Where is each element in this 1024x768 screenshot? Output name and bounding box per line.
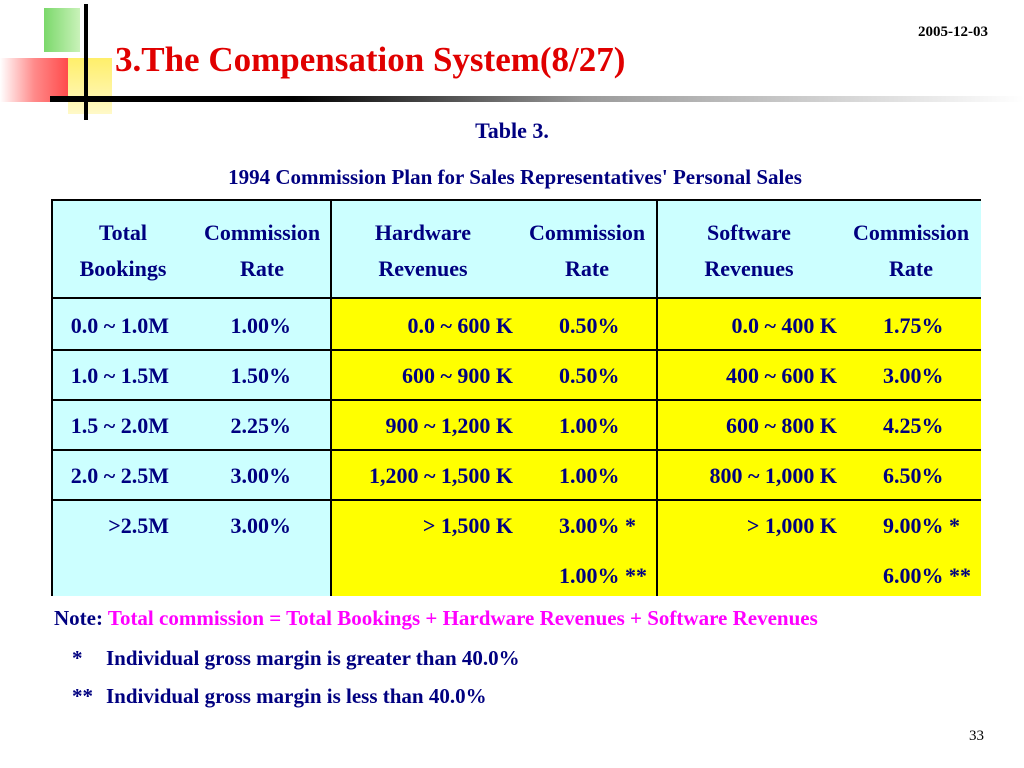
cell-software: 400 ~ 600 K — [725, 363, 837, 388]
header-divider — [53, 297, 981, 299]
cell-software: 0.0 ~ 400 K — [731, 313, 837, 338]
slide-date: 2005-12-03 — [918, 24, 988, 40]
note-formula: Total commission = Total Bookings + Hard… — [107, 606, 818, 630]
header-total-bookings: Total Bookings — [53, 215, 193, 287]
cell-bookings: 1.0 ~ 1.5M — [70, 363, 169, 388]
cell-rate1: 3.00% — [230, 463, 292, 488]
cell-rate3-secondary: 6.00% ** — [883, 563, 971, 588]
header-hardware-revenues: Hardware Revenues — [343, 215, 503, 287]
cell-rate3: 1.75% — [883, 313, 944, 338]
bookings-column-background — [53, 299, 331, 596]
header-software-revenues: Software Revenues — [669, 215, 829, 287]
footnote-2-text: Individual gross margin is less than 40.… — [106, 684, 487, 708]
decorative-green-square — [44, 8, 80, 52]
note-label: Note: — [54, 606, 103, 630]
slide-title: 3.The Compensation System(8/27) — [115, 40, 626, 79]
cell-hardware: 600 ~ 900 K — [401, 363, 513, 388]
table-caption: 1994 Commission Plan for Sales Represent… — [228, 165, 802, 189]
commission-table: Total Bookings Commission Rate Hardware … — [51, 199, 981, 596]
cell-bookings: 2.0 ~ 2.5M — [70, 463, 169, 488]
header-line: Rate — [565, 256, 609, 281]
header-line: Revenues — [378, 256, 468, 281]
header-commission-rate-3: Commission Rate — [837, 215, 985, 287]
cell-rate2: 1.00% — [559, 463, 620, 488]
cell-software: 800 ~ 1,000 K — [709, 463, 837, 488]
header-line: Commission — [528, 220, 646, 245]
cell-rate3: 6.50% — [883, 463, 944, 488]
table-header-background — [53, 201, 981, 299]
header-line: Hardware — [374, 220, 472, 245]
header-line: Rate — [889, 256, 933, 281]
cell-rate1: 2.25% — [230, 413, 292, 438]
row-divider — [53, 449, 981, 451]
cell-hardware: > 1,500 K — [422, 513, 513, 538]
column-divider — [656, 201, 658, 596]
cell-rate3: 4.25% — [883, 413, 944, 438]
hardware-column-background — [331, 299, 657, 596]
cell-software: 600 ~ 800 K — [725, 413, 837, 438]
footnote-2-mark: ** — [72, 684, 93, 708]
header-line: Revenues — [704, 256, 794, 281]
page-number: 33 — [969, 728, 984, 744]
header-line: Commission — [852, 220, 970, 245]
cell-rate1: 1.50% — [230, 363, 292, 388]
column-divider — [330, 201, 332, 596]
cell-bookings: 0.0 ~ 1.0M — [70, 313, 169, 338]
cell-hardware: 900 ~ 1,200 K — [385, 413, 513, 438]
cell-rate1: 3.00% — [230, 513, 292, 538]
cell-rate2: 1.00% — [559, 413, 620, 438]
title-underline-rule — [50, 96, 1024, 102]
cell-rate1: 1.00% — [230, 313, 292, 338]
cell-rate2-secondary: 1.00% ** — [559, 563, 647, 588]
cell-bookings: 1.5 ~ 2.0M — [70, 413, 169, 438]
row-divider — [53, 499, 981, 501]
header-line: Software — [707, 220, 791, 245]
cell-rate2: 3.00% * — [559, 513, 636, 538]
table-note: Note: Total commission = Total Bookings … — [54, 606, 818, 631]
footnote-1-text: Individual gross margin is greater than … — [106, 646, 520, 670]
cell-hardware: 0.0 ~ 600 K — [407, 313, 513, 338]
table-label: Table 3. — [475, 118, 549, 143]
decorative-yellow-square — [68, 58, 112, 114]
cell-software: > 1,000 K — [746, 513, 837, 538]
header-commission-rate-2: Commission Rate — [513, 215, 661, 287]
decorative-vertical-line — [84, 4, 88, 120]
cell-rate2: 0.50% — [559, 313, 620, 338]
cell-rate3: 9.00% * — [883, 513, 960, 538]
cell-bookings: >2.5M — [108, 513, 169, 538]
footnote-1-mark: * — [72, 646, 83, 670]
software-column-background — [657, 299, 981, 596]
header-commission-rate-1: Commission Rate — [193, 215, 331, 287]
header-line: Rate — [240, 256, 284, 281]
row-divider — [53, 399, 981, 401]
row-divider — [53, 349, 981, 351]
cell-rate3: 3.00% — [883, 363, 944, 388]
header-line: Total — [98, 220, 148, 245]
cell-rate2: 0.50% — [559, 363, 620, 388]
header-line: Commission — [203, 220, 321, 245]
cell-hardware: 1,200 ~ 1,500 K — [368, 463, 513, 488]
header-line: Bookings — [79, 256, 167, 281]
